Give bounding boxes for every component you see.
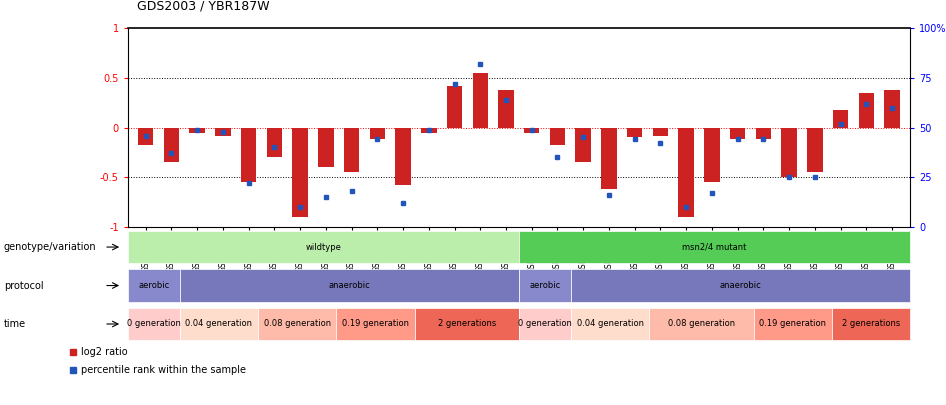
Text: time: time [4,319,26,329]
Bar [414,308,518,340]
Bar [832,308,910,340]
Bar [550,128,565,145]
Bar [885,90,900,128]
Bar [832,110,849,128]
Text: anaerobic: anaerobic [328,281,370,290]
Text: GDS2003 / YBR187W: GDS2003 / YBR187W [137,0,270,12]
Bar [421,128,436,132]
Bar [518,308,571,340]
Bar [337,308,414,340]
Bar [344,128,359,172]
Bar [180,269,518,302]
Text: 0.19 generation: 0.19 generation [342,320,409,328]
Bar [164,128,179,162]
Bar [318,128,334,167]
Bar [754,308,832,340]
Text: anaerobic: anaerobic [720,281,762,290]
Text: 2 generations: 2 generations [842,320,900,328]
Bar [241,128,256,182]
Text: 0.19 generation: 0.19 generation [760,320,826,328]
Bar [258,308,337,340]
Bar [627,128,642,138]
Bar [602,128,617,189]
Bar [447,86,463,128]
Bar [128,231,518,264]
Bar [189,128,205,132]
Text: msn2/4 mutant: msn2/4 mutant [682,243,746,252]
Text: percentile rank within the sample: percentile rank within the sample [80,365,246,375]
Bar [756,128,771,139]
Bar [649,308,754,340]
Text: 0.08 generation: 0.08 generation [668,320,735,328]
Text: 0 generation: 0 generation [518,320,572,328]
Bar [730,128,745,139]
Text: log2 ratio: log2 ratio [80,347,128,357]
Bar [571,269,910,302]
Text: aerobic: aerobic [138,281,169,290]
Text: protocol: protocol [4,281,44,290]
Bar [653,128,668,136]
Bar [128,269,180,302]
Bar [807,128,823,172]
Text: aerobic: aerobic [530,281,561,290]
Bar [518,231,910,264]
Bar [215,128,231,136]
Text: wildtype: wildtype [306,243,342,252]
Bar [575,128,591,162]
Bar [571,308,649,340]
Bar [370,128,385,139]
Bar [180,308,258,340]
Text: genotype/variation: genotype/variation [4,242,96,252]
Bar [859,93,874,128]
Text: 0.04 generation: 0.04 generation [185,320,253,328]
Bar [704,128,720,182]
Bar [267,128,282,158]
Text: 0.08 generation: 0.08 generation [264,320,331,328]
Bar [678,128,693,217]
Bar [292,128,307,217]
Bar [128,308,180,340]
Text: 2 generations: 2 generations [438,320,496,328]
Bar [518,269,571,302]
Text: 0.04 generation: 0.04 generation [577,320,643,328]
Bar [395,128,411,185]
Bar [781,128,797,177]
Bar [138,128,153,145]
Text: 0 generation: 0 generation [127,320,181,328]
Bar [524,128,539,132]
Bar [473,73,488,128]
Bar [499,90,514,128]
